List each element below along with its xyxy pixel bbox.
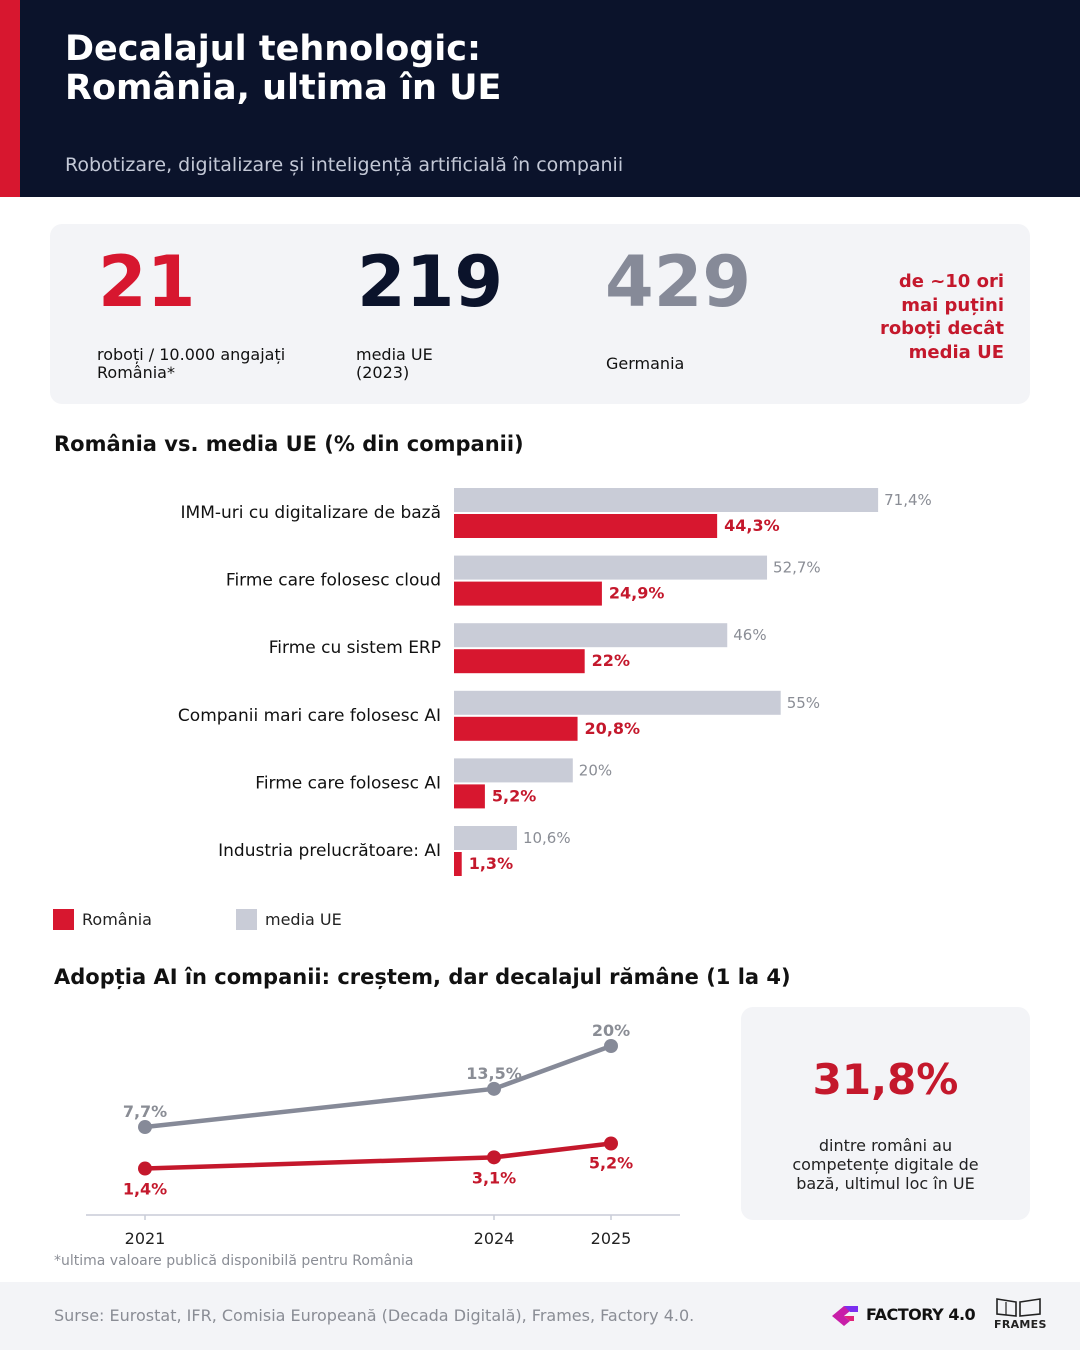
legend-swatch-eu: [236, 909, 257, 930]
sources-text: Surse: Eurostat, IFR, Comisia Europeană …: [54, 1306, 695, 1325]
x-axis-tick-label: 2021: [125, 1229, 166, 1248]
line-label-eu: 7,7%: [123, 1102, 167, 1121]
stat-romania-label-line-1: roboți / 10.000 angajați: [97, 345, 286, 364]
bar-eu: [454, 555, 768, 580]
skills-text-line-2: competențe digitale de: [792, 1155, 979, 1174]
stat-callout: de ~10 ori mai puțini roboți decât media…: [804, 270, 1004, 364]
bar-eu: [454, 623, 728, 648]
x-axis-tick-label: 2024: [474, 1229, 515, 1248]
bar-chart: IMM-uri cu digitalizare de bază 71,4% 44,3…: [178, 488, 932, 876]
stat-germany-label: Germania: [606, 354, 685, 373]
stat-callout-line-4: media UE: [908, 341, 1004, 363]
bar-romania-value-label: 24,9%: [609, 584, 665, 603]
line-label-eu: 20%: [592, 1021, 630, 1040]
legend-label-eu: media UE: [265, 910, 342, 929]
page-title-line-1: Decalajul tehnologic:: [65, 29, 482, 69]
stat-romania-value: 21: [98, 241, 196, 323]
frames-logo-text: FRAMES: [994, 1318, 1047, 1331]
bar-romania: [454, 581, 602, 606]
bar-eu: [454, 758, 573, 783]
bar-romania: [454, 784, 485, 809]
bar-romania-value-label: 5,2%: [492, 786, 536, 805]
bar-romania-value-label: 20,8%: [585, 719, 641, 738]
bar-romania-value-label: 1,3%: [469, 854, 513, 873]
frames-logo: FRAMES: [994, 1296, 1050, 1336]
bar-eu-value-label: 71,4%: [884, 491, 932, 509]
stat-eu-label-line-2: (2023): [356, 363, 410, 382]
stat-germany-value: 429: [605, 241, 752, 323]
bar-eu-value-label: 10,6%: [523, 829, 571, 847]
stats-panel: 21 roboți / 10.000 angajați România* 219…: [50, 224, 1030, 404]
stat-eu-label: media UE (2023): [356, 346, 576, 382]
line-label-romania: 5,2%: [589, 1154, 633, 1173]
stat-eu-label-line-1: media UE: [356, 345, 433, 364]
footer: Surse: Eurostat, IFR, Comisia Europeană …: [0, 1282, 1080, 1350]
bar-eu: [454, 826, 517, 850]
line-series-eu: [142, 1043, 614, 1130]
bar-eu: [454, 488, 879, 512]
line-chart-title: Adopția AI în companii: creștem, dar dec…: [54, 965, 791, 989]
x-axis-tick-label: 2025: [591, 1229, 632, 1248]
line-point-romania: [487, 1150, 501, 1165]
stat-callout-line-2: mai puțini: [901, 294, 1004, 316]
line-label-romania: 3,1%: [472, 1168, 516, 1187]
skills-value: 31,8%: [812, 1055, 959, 1104]
skills-text-line-3: bază, ultimul loc în UE: [796, 1174, 975, 1193]
line-series-romania: [142, 1141, 614, 1171]
bar-romania: [454, 514, 718, 538]
bar-romania: [454, 716, 578, 741]
skills-card: 31,8% dintre români au competențe digita…: [741, 1007, 1030, 1220]
category-label: IMM-uri cu digitalizare de bază: [181, 503, 441, 523]
footnote: *ultima valoare publică disponibilă pent…: [54, 1253, 414, 1269]
line-point-eu: [487, 1081, 501, 1096]
page-subtitle: Robotizare, digitalizare și inteligență …: [65, 154, 624, 176]
bar-romania-value-label: 44,3%: [724, 516, 780, 535]
category-label: Companii mari care folosesc AI: [178, 706, 441, 726]
legend-swatch-romania: [53, 909, 74, 930]
bar-eu-value-label: 52,7%: [773, 559, 821, 577]
legend-label-romania: România: [82, 910, 152, 929]
legend-item-romania: România: [53, 908, 193, 932]
category-label: Firme care folosesc cloud: [226, 571, 441, 591]
bar-eu-value-label: 20%: [579, 761, 612, 779]
header: Decalajul tehnologic: România, ultima în…: [0, 0, 1080, 197]
stat-callout-line-1: de ~10 ori: [898, 271, 1004, 292]
line-point-eu: [604, 1039, 618, 1053]
line-point-eu: [138, 1120, 152, 1135]
line-point-romania: [138, 1161, 152, 1176]
stat-romania-label-line-2: România*: [97, 363, 175, 382]
bar-romania: [454, 852, 462, 876]
stat-callout-line-3: roboți decât: [879, 318, 1004, 339]
factory-logo: FACTORY 4.0: [830, 1300, 980, 1330]
line-chart: 2021 2024 2025 7,7% 13,5% 20% 1,4% 3,1% 5,2%: [86, 1021, 680, 1248]
line-label-eu: 13,5%: [466, 1064, 522, 1083]
page-title-line-2: România, ultima în UE: [65, 68, 502, 108]
stat-romania-label: roboți / 10.000 angajați România*: [97, 346, 317, 382]
legend-item-eu: media UE: [236, 908, 376, 932]
category-label: Firme cu sistem ERP: [269, 638, 441, 658]
category-label: Industria prelucrătoare: AI: [218, 841, 441, 861]
factory-logo-text: FACTORY 4.0: [866, 1305, 976, 1324]
bar-eu: [454, 690, 781, 715]
header-accent-bar: [0, 0, 20, 197]
frames-logo-icon: [996, 1298, 1041, 1317]
bar-romania: [454, 649, 585, 674]
category-label: Firme care folosesc AI: [255, 773, 441, 793]
bar-eu-value-label: 55%: [787, 694, 820, 712]
line-label-romania: 1,4%: [123, 1180, 167, 1199]
stat-eu-value: 219: [357, 241, 504, 323]
bar-eu-value-label: 46%: [733, 626, 766, 644]
page-title: Decalajul tehnologic: România, ultima în…: [65, 30, 965, 108]
factory-logo-icon: [832, 1306, 858, 1326]
skills-text: dintre români au competențe digitale de …: [761, 1136, 1010, 1193]
bar-romania-value-label: 22%: [592, 651, 630, 670]
bar-chart-title: România vs. media UE (% din companii): [54, 432, 524, 456]
skills-text-line-1: dintre români au: [818, 1136, 953, 1155]
line-point-romania: [604, 1136, 618, 1151]
